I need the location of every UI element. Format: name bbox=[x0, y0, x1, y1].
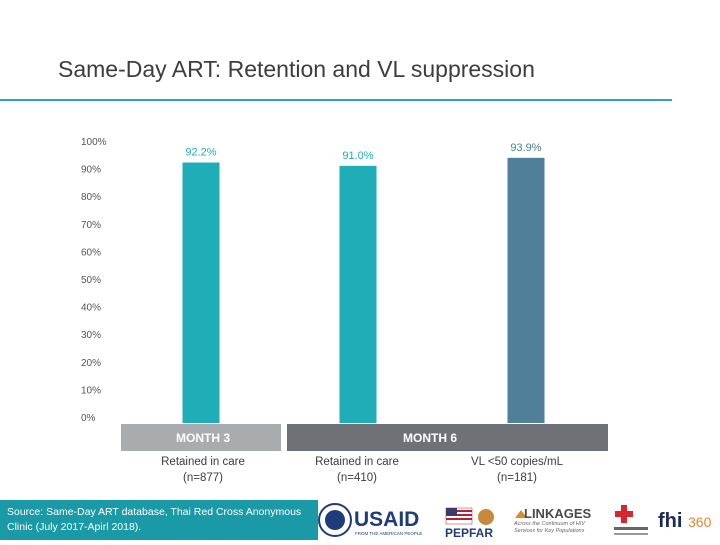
y-tick-label: 20% bbox=[81, 358, 101, 369]
fhi360-logo: fhi 360 bbox=[658, 510, 712, 532]
linkages-logo: LINKAGES Across the Continuum of HIV Ser… bbox=[514, 506, 592, 534]
category-label: Retained in care bbox=[161, 456, 245, 468]
source-footer: Source: Same-Day ART database, Thai Red … bbox=[0, 500, 318, 540]
flag-canton bbox=[446, 508, 457, 516]
thai-script-mark-sub bbox=[614, 533, 648, 535]
source-note: Source: Same-Day ART database, Thai Red … bbox=[7, 506, 302, 533]
thai-script-mark bbox=[614, 527, 648, 530]
bar bbox=[182, 162, 220, 423]
group-label: MONTH 6 bbox=[403, 431, 457, 445]
category-label: Retained in care bbox=[315, 456, 399, 468]
title-divider bbox=[0, 99, 672, 101]
group-band bbox=[287, 424, 608, 451]
usaid-wordmark: USAID bbox=[354, 508, 419, 531]
usaid-logo: USAID FROM THE AMERICAN PEOPLE bbox=[318, 503, 422, 537]
slide-title: Same-Day ART: Retention and VL suppressi… bbox=[58, 56, 535, 82]
y-tick-label: 60% bbox=[81, 247, 101, 258]
linkages-tagline: Across the Continuum of HIV Services for… bbox=[514, 521, 585, 534]
y-tick-label: 90% bbox=[81, 165, 101, 176]
fhi-360-wordmark: 360 bbox=[688, 514, 712, 530]
linkages-wordmark: LINKAGES bbox=[524, 506, 592, 521]
data-label: 91.0% bbox=[342, 150, 373, 162]
y-tick-label: 10% bbox=[81, 385, 101, 396]
y-tick-label: 70% bbox=[81, 220, 101, 231]
partner-logos: USAID FROM THE AMERICAN PEOPLE PEPFAR LI… bbox=[318, 500, 720, 540]
y-tick-label: 30% bbox=[81, 330, 101, 341]
pepfar-wordmark: PEPFAR bbox=[445, 526, 493, 540]
flag-stripe bbox=[446, 510, 472, 512]
y-tick-label: 50% bbox=[81, 275, 101, 286]
linkages-mark-icon bbox=[515, 510, 527, 518]
linkages-tagline-box: Across the Continuum of HIV Services for… bbox=[514, 521, 585, 534]
bar bbox=[339, 165, 377, 423]
usaid-tagline: FROM THE AMERICAN PEOPLE bbox=[355, 531, 422, 536]
data-label: 93.9% bbox=[510, 142, 541, 154]
red-cross-bar bbox=[615, 511, 633, 517]
category-label: (n=410) bbox=[337, 472, 377, 484]
fhi-wordmark: fhi bbox=[658, 510, 682, 532]
category-label: VL <50 copies/mL bbox=[471, 456, 564, 468]
category-label: (n=877) bbox=[183, 472, 223, 484]
usaid-seal-center bbox=[325, 510, 345, 530]
flag-stripe bbox=[446, 518, 472, 520]
data-label: 92.2% bbox=[185, 147, 216, 159]
thai-red-cross-logo bbox=[614, 505, 648, 535]
category-label: (n=181) bbox=[497, 472, 537, 484]
bar-chart: 0% 10% 20% 30% 40% 50% 60% 70% 80% 90% 100% 92.2% 91… bbox=[81, 137, 608, 484]
y-tick-label: 0% bbox=[81, 413, 96, 424]
logo-strip: USAID FROM THE AMERICAN PEOPLE PEPFAR LI… bbox=[318, 503, 712, 540]
y-tick-label: 100% bbox=[81, 137, 107, 148]
group-label: MONTH 3 bbox=[176, 431, 230, 445]
group-band bbox=[121, 424, 281, 451]
y-tick-label: 40% bbox=[81, 303, 101, 314]
y-tick-label: 80% bbox=[81, 192, 101, 203]
pepfar-figure-icon bbox=[478, 509, 494, 525]
bar bbox=[507, 157, 545, 423]
pepfar-logo: PEPFAR bbox=[445, 507, 494, 540]
flag-stripe bbox=[446, 514, 472, 516]
